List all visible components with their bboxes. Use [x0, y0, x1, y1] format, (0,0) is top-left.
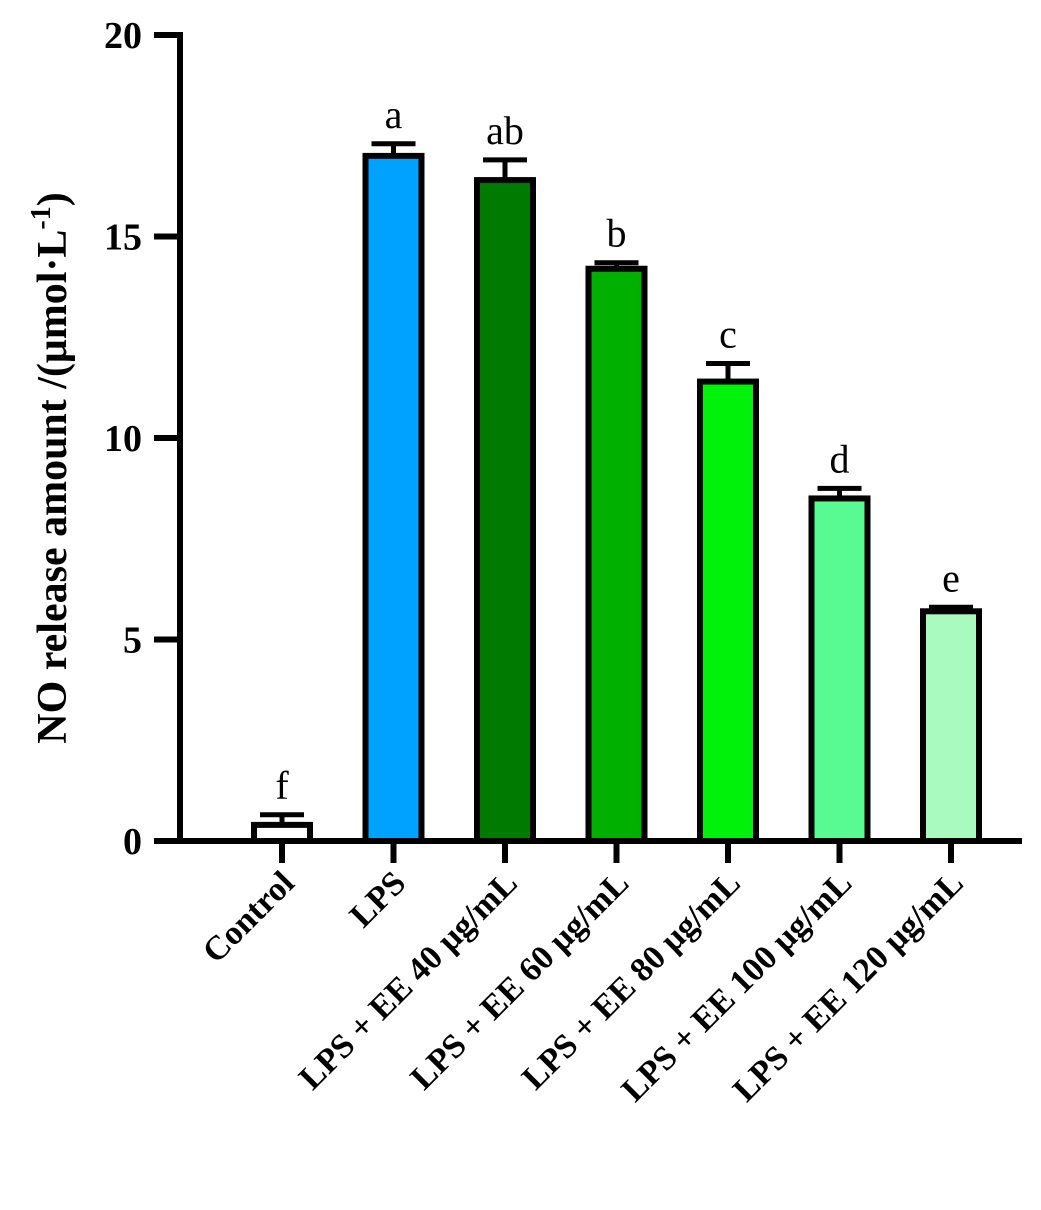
x-tick-label: Control: [196, 864, 302, 970]
bar: [585, 265, 648, 844]
y-tick-label: 10: [104, 418, 142, 460]
bars-layer: f a ab b c d e: [251, 92, 982, 863]
bar: [808, 495, 871, 844]
x-tick-label: LPS + EE 80 μg/mL: [515, 864, 748, 1097]
significance-label: f: [275, 763, 289, 808]
x-tick-label: LPS + EE 60 μg/mL: [404, 864, 637, 1097]
y-axis-title-superscript: -1: [26, 206, 57, 229]
significance-label: ab: [486, 108, 524, 153]
significance-label: a: [385, 92, 403, 137]
significance-label: b: [607, 211, 627, 256]
bar: [920, 608, 982, 844]
bar: [474, 177, 536, 844]
significance-label: c: [719, 311, 737, 356]
y-axis-title: NO release amount /(μmol·L-1): [26, 192, 76, 743]
y-tick-label: 20: [104, 15, 142, 57]
y-axis-title-close: ): [30, 192, 76, 206]
bar: [362, 152, 425, 844]
x-tick-label: LPS + EE 40 μg/mL: [292, 864, 525, 1097]
y-tick-label: 15: [104, 217, 142, 259]
significance-label: e: [942, 555, 960, 600]
y-tick-label: 5: [123, 620, 142, 662]
bar: [697, 378, 759, 844]
y-tick-label: 0: [123, 821, 142, 863]
y-axis-title-main: NO release amount /(μmol·L: [30, 230, 76, 744]
x-tick-label: LPS: [343, 864, 413, 934]
y-ticks: 0 5 10 15 20: [104, 15, 180, 863]
significance-label: d: [830, 436, 850, 481]
